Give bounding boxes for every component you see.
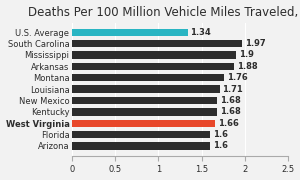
Text: 1.6: 1.6	[213, 130, 228, 139]
Bar	[72, 97, 217, 104]
Bar	[72, 74, 224, 81]
Text: 1.6: 1.6	[213, 141, 228, 150]
Bar	[72, 142, 210, 150]
Text: 1.88: 1.88	[237, 62, 258, 71]
Text: 1.68: 1.68	[220, 107, 241, 116]
Bar	[72, 108, 217, 116]
Bar	[72, 29, 188, 36]
Text: 1.9: 1.9	[239, 51, 254, 60]
Text: 1.34: 1.34	[190, 28, 211, 37]
Text: 1.97: 1.97	[245, 39, 266, 48]
Bar	[72, 131, 210, 138]
Bar	[72, 63, 234, 70]
Bar	[72, 120, 215, 127]
Text: 1.68: 1.68	[220, 96, 241, 105]
Bar	[72, 51, 236, 59]
Text: 1.66: 1.66	[218, 119, 239, 128]
Text: 1.76: 1.76	[226, 73, 248, 82]
Bar	[72, 86, 220, 93]
Title: Deaths Per 100 Million Vehicle Miles Traveled, 2020: Deaths Per 100 Million Vehicle Miles Tra…	[28, 6, 300, 19]
Text: 1.71: 1.71	[222, 85, 243, 94]
Bar	[72, 40, 242, 47]
